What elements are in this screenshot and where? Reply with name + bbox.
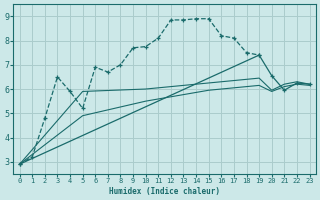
X-axis label: Humidex (Indice chaleur): Humidex (Indice chaleur) [109,187,220,196]
